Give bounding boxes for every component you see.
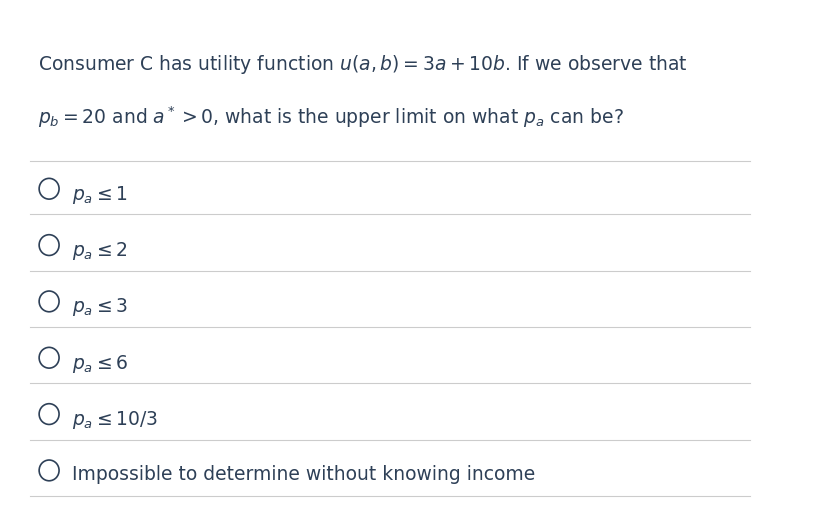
Text: Impossible to determine without knowing income: Impossible to determine without knowing … xyxy=(72,466,535,484)
Text: $p_a \leq 2$: $p_a \leq 2$ xyxy=(72,240,128,262)
Text: Consumer C has utility function $u(a, b) = 3a + 10b$. If we observe that: Consumer C has utility function $u(a, b)… xyxy=(38,53,686,76)
Text: $p_a \leq 3$: $p_a \leq 3$ xyxy=(72,296,128,318)
Text: $p_a \leq 6$: $p_a \leq 6$ xyxy=(72,352,129,375)
Text: $p_a \leq 10/3$: $p_a \leq 10/3$ xyxy=(72,409,158,431)
Text: $p_b = 20$ and $a^* > 0$, what is the upper limit on what $p_a$ can be?: $p_b = 20$ and $a^* > 0$, what is the up… xyxy=(38,104,622,130)
Text: $p_a \leq 1$: $p_a \leq 1$ xyxy=(72,184,128,206)
